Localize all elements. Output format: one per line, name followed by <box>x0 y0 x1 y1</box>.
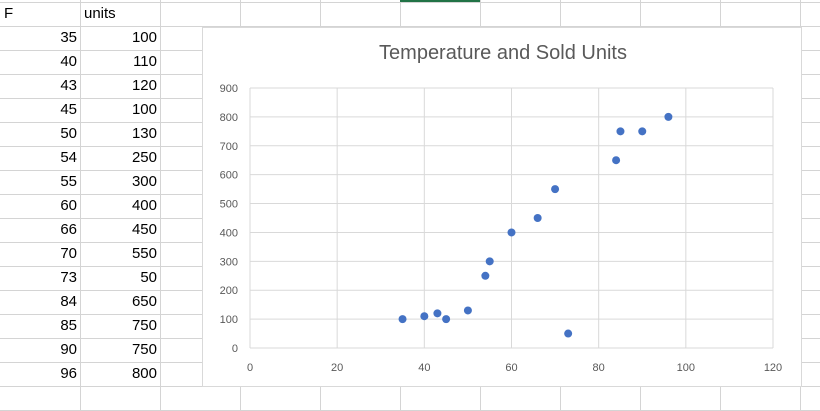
cell-f-value[interactable]: 40 <box>60 53 77 70</box>
x-tick-label: 60 <box>505 362 517 374</box>
x-tick-label: 20 <box>331 362 343 374</box>
data-point <box>442 315 451 324</box>
cell-f-value[interactable]: 60 <box>60 197 77 214</box>
y-tick-label: 0 <box>232 343 238 355</box>
y-tick-label: 700 <box>220 141 238 153</box>
y-tick-label: 800 <box>220 112 238 124</box>
y-tick-label: 200 <box>220 285 238 297</box>
cell-f-value[interactable]: 73 <box>60 269 77 286</box>
cell-f-value[interactable]: 50 <box>60 125 77 142</box>
x-tick-label: 80 <box>593 362 605 374</box>
data-point <box>612 156 621 165</box>
data-point <box>638 127 647 136</box>
cell-f-value[interactable]: 84 <box>60 293 77 310</box>
cell-units-value[interactable]: 300 <box>131 173 157 190</box>
cell-f-value[interactable]: 35 <box>60 29 77 46</box>
data-point <box>420 312 429 321</box>
cell-units-value[interactable]: 120 <box>131 77 157 94</box>
header-cell-units[interactable]: units <box>84 5 116 22</box>
cell-units-value[interactable]: 100 <box>131 101 157 118</box>
y-tick-label: 600 <box>220 170 238 182</box>
y-tick-label: 900 <box>220 83 238 95</box>
y-tick-label: 100 <box>220 314 238 326</box>
y-tick-label: 400 <box>220 227 238 239</box>
data-point <box>463 306 472 315</box>
data-point <box>433 309 442 318</box>
cell-units-value[interactable]: 650 <box>131 293 157 310</box>
grid-row-line <box>0 26 820 27</box>
data-point <box>507 228 516 237</box>
cell-units-value[interactable]: 130 <box>131 125 157 142</box>
cell-f-value[interactable]: 70 <box>60 245 77 262</box>
cell-units-value[interactable]: 400 <box>131 197 157 214</box>
x-tick-label: 100 <box>677 362 695 374</box>
cell-f-value[interactable]: 43 <box>60 77 77 94</box>
y-tick-label: 500 <box>220 199 238 211</box>
grid-column-line <box>80 0 81 411</box>
cell-f-value[interactable]: 54 <box>60 149 77 166</box>
x-tick-label: 40 <box>418 362 430 374</box>
cell-f-value[interactable]: 45 <box>60 101 77 118</box>
cell-f-value[interactable]: 66 <box>60 221 77 238</box>
cell-units-value[interactable]: 250 <box>131 149 157 166</box>
grid-row-line <box>0 2 820 3</box>
cell-f-value[interactable]: 85 <box>60 317 77 334</box>
scatter-chart[interactable]: Temperature and Sold Units 0 100 200 300 400… <box>202 27 802 387</box>
data-point <box>664 112 673 121</box>
data-point <box>481 271 490 280</box>
cell-f-value[interactable]: 55 <box>60 173 77 190</box>
chart-title: Temperature and Sold Units <box>379 42 627 64</box>
cell-units-value[interactable]: 110 <box>133 53 157 70</box>
data-point <box>398 315 407 324</box>
cell-units-value[interactable]: 50 <box>140 269 157 286</box>
cell-units-value[interactable]: 750 <box>131 317 157 334</box>
data-point <box>533 214 542 222</box>
header-cell-f[interactable]: F <box>4 5 14 22</box>
cell-units-value[interactable]: 550 <box>131 245 157 262</box>
x-tick-label: 120 <box>764 362 782 374</box>
selected-column-indicator <box>400 0 480 2</box>
x-tick-label: 0 <box>247 362 253 374</box>
chart-plot-area: 0 100 200 300 400 500 600 700 800 900 0 20 40 60 80 100… <box>220 83 783 374</box>
data-point <box>551 185 560 194</box>
cell-units-value[interactable]: 450 <box>131 221 157 238</box>
cell-units-value[interactable]: 800 <box>131 365 157 382</box>
cell-f-value[interactable]: 90 <box>60 341 77 358</box>
grid-column-line <box>160 0 161 411</box>
cell-units-value[interactable]: 100 <box>131 29 157 46</box>
y-tick-label: 300 <box>220 256 238 268</box>
cell-f-value[interactable]: 96 <box>60 365 77 382</box>
data-point <box>616 127 625 136</box>
data-point <box>564 329 573 338</box>
cell-units-value[interactable]: 750 <box>131 341 157 358</box>
data-point <box>485 257 494 266</box>
